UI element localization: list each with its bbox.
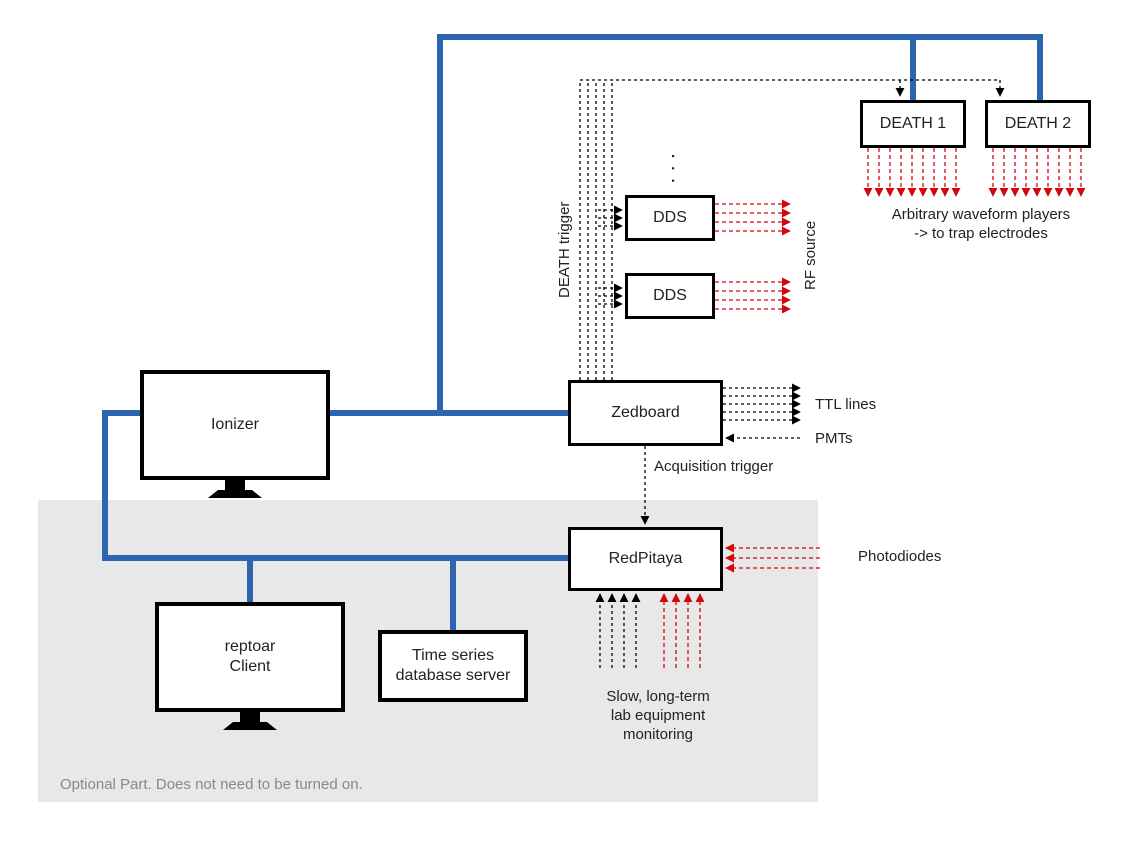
- node-tsdb: Time series database server: [378, 630, 528, 702]
- label-awp: Arbitrary waveform players -> to trap el…: [866, 206, 1096, 244]
- ellipsis-icon: . . .: [666, 154, 685, 185]
- node-dds2: DDS: [625, 195, 715, 241]
- optional-caption: Optional Part. Does not need to be turne…: [60, 776, 363, 793]
- node-ionizer: Ionizer: [140, 370, 330, 480]
- node-reptoar: reptoar Client: [155, 602, 345, 712]
- label-death-trigger: DEATH trigger: [556, 190, 573, 310]
- label-awp-1: Arbitrary waveform players: [866, 206, 1096, 225]
- node-tsdb-label1: Time series: [396, 646, 511, 666]
- label-slow-mon-3: monitoring: [588, 726, 728, 745]
- node-zedboard: Zedboard: [568, 380, 723, 446]
- node-ionizer-label: Ionizer: [211, 415, 259, 435]
- node-death2: DEATH 2: [985, 100, 1091, 148]
- node-redpitaya-label: RedPitaya: [609, 549, 683, 569]
- label-slow-mon-1: Slow, long-term: [588, 688, 728, 707]
- node-reptoar-label2: Client: [225, 657, 276, 677]
- label-awp-2: -> to trap electrodes: [866, 225, 1096, 244]
- node-redpitaya: RedPitaya: [568, 527, 723, 591]
- label-slow-mon-2: lab equipment: [588, 707, 728, 726]
- node-dds1: DDS: [625, 273, 715, 319]
- node-death1: DEATH 1: [860, 100, 966, 148]
- label-ttl: TTL lines: [815, 396, 876, 415]
- label-slow-mon: Slow, long-term lab equipment monitoring: [588, 688, 728, 744]
- node-zedboard-label: Zedboard: [611, 403, 680, 423]
- label-photodiodes: Photodiodes: [858, 548, 941, 567]
- node-reptoar-label1: reptoar: [225, 637, 276, 657]
- label-pmts: PMTs: [815, 430, 853, 449]
- node-tsdb-label2: database server: [396, 666, 511, 686]
- node-dds2-label: DDS: [653, 208, 687, 228]
- node-death1-label: DEATH 1: [880, 114, 946, 134]
- node-death2-label: DEATH 2: [1005, 114, 1071, 134]
- label-rf-source: RF source: [802, 210, 819, 300]
- node-dds1-label: DDS: [653, 286, 687, 306]
- label-acq-trigger: Acquisition trigger: [654, 458, 773, 477]
